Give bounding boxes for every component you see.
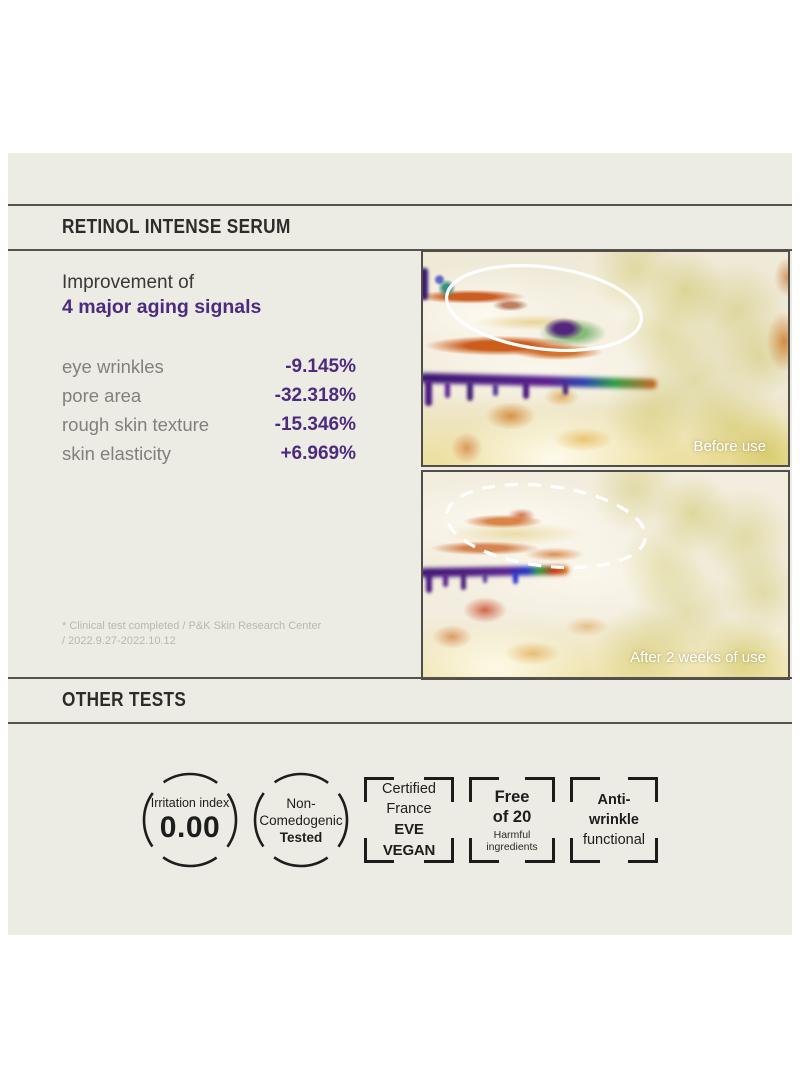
badge-eve-vegan: Certified France EVE VEGAN xyxy=(364,777,454,863)
thermal-drip xyxy=(513,572,518,584)
badge-line: Irritation index xyxy=(150,795,230,810)
stat-label: rough skin texture xyxy=(62,413,210,435)
thermal-drip xyxy=(445,382,450,398)
badge-line: Free xyxy=(494,788,530,806)
dashed-circle-border xyxy=(142,772,238,868)
improvement-title-line2: 4 major aging signals xyxy=(62,296,262,318)
aging-signal-stats: eye wrinkles -9.145% pore area -32.318% … xyxy=(62,352,356,468)
stat-row-rough-skin-texture: rough skin texture -15.346% xyxy=(62,410,356,439)
clinical-test-footnote: * Clinical test completed / P&K Skin Res… xyxy=(62,619,321,649)
section-title-other-tests: OTHER TESTS xyxy=(62,689,187,711)
badge-line: Harmful xyxy=(493,829,531,841)
thermal-drip xyxy=(426,571,432,593)
badge-corner xyxy=(525,777,555,802)
badge-line: Comedogenic xyxy=(259,812,343,828)
badge-irritation-index: Irritation index 0.00 xyxy=(142,772,238,868)
thermal-purple-band xyxy=(423,372,658,390)
highlight-ellipse-dashed xyxy=(445,482,647,570)
thermal-drip xyxy=(523,382,529,399)
stat-value: +6.969% xyxy=(280,442,356,464)
badge-line: wrinkle xyxy=(589,812,639,828)
before-use-label: Before use xyxy=(693,438,766,455)
stat-row-skin-elasticity: skin elasticity +6.969% xyxy=(62,439,356,468)
badge-line: France xyxy=(386,801,432,817)
badge-line: Certified xyxy=(382,781,436,797)
stat-row-pore-area: pore area -32.318% xyxy=(62,381,356,410)
content-panel: RETINOL INTENSE SERUM Improvement of 4 m… xyxy=(8,153,792,935)
stat-value: -32.318% xyxy=(274,384,356,406)
thermal-drip xyxy=(425,380,432,406)
badge-corner xyxy=(364,838,394,863)
after-skin-thermal-photo: After 2 weeks of use xyxy=(421,470,790,680)
footnote-line1: * Clinical test completed / P&K Skin Res… xyxy=(62,620,322,632)
stat-value: -15.346% xyxy=(274,413,356,435)
badge-free-of-20: Free of 20 Harmful ingredients xyxy=(469,777,555,863)
badge-corner xyxy=(628,838,658,863)
badge-corner xyxy=(469,838,499,863)
certification-badges-row: Irritation index 0.00 Non- Comedogenic T… xyxy=(8,772,792,868)
badge-line: Tested xyxy=(279,829,323,845)
badge-corner xyxy=(364,777,394,802)
stat-label: eye wrinkles xyxy=(62,355,164,377)
thermal-drip xyxy=(483,573,487,583)
footnote-line2: / 2022.9.27-2022.10.12 xyxy=(62,635,176,647)
badge-corner xyxy=(570,777,600,802)
badge-corner xyxy=(424,777,454,802)
thermal-drip xyxy=(563,383,568,395)
thermal-drip xyxy=(443,573,448,587)
badge-non-comedogenic: Non- Comedogenic Tested xyxy=(253,772,349,868)
thermal-blot xyxy=(423,268,428,300)
improvement-title: Improvement of 4 major aging signals xyxy=(62,271,261,319)
badge-anti-wrinkle: Anti- wrinkle functional xyxy=(570,777,658,863)
badge-value: 0.00 xyxy=(159,810,221,844)
badge-corner xyxy=(469,777,499,802)
badge-corner xyxy=(570,838,600,863)
badge-line: EVE VEGAN xyxy=(382,821,436,859)
stat-label: pore area xyxy=(62,384,142,406)
before-skin-thermal-photo: Before use xyxy=(421,250,790,467)
stat-row-eye-wrinkles: eye wrinkles -9.145% xyxy=(62,352,356,381)
stat-label: skin elasticity xyxy=(62,442,171,464)
badge-line: functional xyxy=(582,832,646,848)
badge-corner xyxy=(628,777,658,802)
badge-corner xyxy=(424,838,454,863)
thermal-drip xyxy=(467,381,473,401)
badge-line: ingredients xyxy=(486,840,538,853)
section-header-retinol: RETINOL INTENSE SERUM xyxy=(8,204,792,251)
badge-line: of 20 xyxy=(492,808,532,826)
thermal-drip xyxy=(493,383,498,396)
section-title-retinol: RETINOL INTENSE SERUM xyxy=(62,216,291,238)
improvement-title-line1: Improvement of xyxy=(62,272,194,293)
thermal-drip xyxy=(461,572,466,590)
badge-line: Anti- xyxy=(597,792,631,808)
highlight-ellipse-solid xyxy=(445,263,643,353)
section-header-other-tests: OTHER TESTS xyxy=(8,677,792,724)
badge-line: Non- xyxy=(286,795,316,811)
stat-value: -9.145% xyxy=(285,355,356,377)
dashed-circle-border xyxy=(253,772,349,868)
badge-corner xyxy=(525,838,555,863)
after-use-label: After 2 weeks of use xyxy=(630,649,766,666)
